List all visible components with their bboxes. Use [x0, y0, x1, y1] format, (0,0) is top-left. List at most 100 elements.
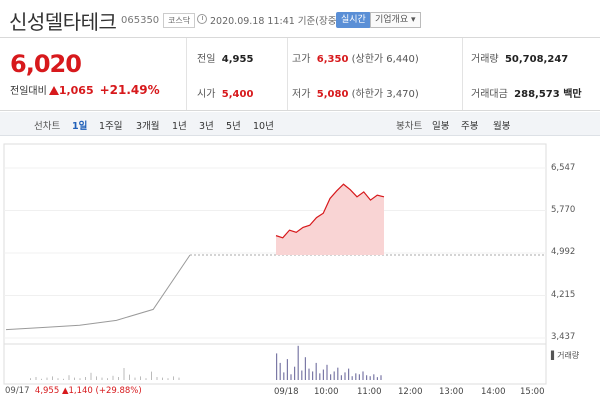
volume-bar [167, 378, 169, 380]
x-tick-label: 13:00 [439, 387, 464, 397]
volume-bar [373, 374, 375, 380]
tab-period-1w[interactable]: 1주일 [99, 121, 123, 132]
volume-bar [376, 377, 378, 380]
turnover-value: 288,573 백만 [514, 89, 582, 100]
volume-bar [319, 373, 321, 380]
company-overview-button[interactable]: 기업개요 ▾ [370, 12, 421, 28]
volume-bar [279, 362, 281, 380]
hover-close: 4,955 [34, 386, 60, 396]
tab-period-1y[interactable]: 1년 [172, 121, 187, 132]
chart-tab-bar: 선차트 1일 1주일 3개월 1년 3년 5년 10년 봉차트 일봉 주봉 월봉 [0, 112, 600, 136]
change-label: 전일대비 [10, 86, 47, 97]
tab-period-10y[interactable]: 10년 [253, 121, 274, 132]
volume-bar [333, 371, 335, 380]
y-tick-label: 6,547 [551, 163, 576, 173]
divider [287, 38, 288, 110]
volume-bar [297, 345, 299, 380]
high-value: 6,350 [316, 54, 349, 65]
timestamp: 2020.09.18 11:41 기준(장중) [210, 16, 341, 27]
volume-bar [330, 374, 332, 380]
volume-bar [129, 374, 130, 380]
volume-bar [276, 353, 278, 380]
tab-period-1d[interactable]: 1일 [72, 121, 88, 132]
volume-bar [348, 368, 350, 380]
volume-bar [96, 376, 97, 380]
tab-candle-monthly[interactable]: 월봉 [493, 121, 511, 132]
realtime-button[interactable]: 실시간 [336, 12, 371, 28]
line-chart-label: 선차트 [34, 121, 61, 132]
high-cell: 고가 6,350 (상한가 6,440) [292, 50, 419, 65]
volume-bar [344, 372, 346, 380]
volume-bar [362, 371, 364, 380]
tab-candle-daily[interactable]: 일봉 [432, 121, 450, 132]
hover-info-row: 09/17 4,955 ▲1,140 (+29.88%) [5, 386, 142, 396]
volume-bar [326, 364, 328, 380]
volume-bar [118, 377, 119, 380]
volume-bar [351, 376, 353, 380]
volume-bar [85, 377, 86, 380]
volume-bar [123, 368, 125, 380]
stock-code: 065350 [121, 15, 160, 26]
x-tick-label: 10:00 [314, 387, 339, 397]
change-row: 전일대비 1,065 +21.49% [10, 82, 160, 97]
volume-bar [301, 370, 303, 380]
volume-bar [68, 375, 70, 380]
prev-close-value: 4,955 [221, 54, 254, 65]
history-line [5, 254, 191, 331]
intraday-line [275, 183, 385, 239]
open-value: 5,400 [221, 89, 254, 100]
tab-period-3y[interactable]: 3년 [199, 121, 214, 132]
volume-cell: 거래량 50,708,247 [471, 50, 568, 65]
x-tick-label: 15:00 [520, 387, 545, 397]
volume-bar [145, 378, 147, 380]
change-value: 1,065 [58, 84, 94, 97]
x-tick-label: 11:00 [357, 387, 382, 397]
open-label: 시가 [197, 89, 216, 100]
volume-bar [63, 378, 64, 380]
volume-bar [315, 362, 317, 380]
tab-candle-weekly[interactable]: 주봉 [461, 121, 479, 132]
x-tick-label: 09/18 [274, 387, 299, 397]
stock-header: 신성델타테크 065350 코스닥 2020.09.18 11:41 기준(장중… [0, 0, 600, 38]
volume-bar [35, 377, 37, 380]
lower-limit: (하한가 3,470) [351, 89, 419, 100]
tab-period-3m[interactable]: 3개월 [136, 121, 160, 132]
y-tick-label: 3,437 [551, 332, 576, 342]
y-tick-label: 4,992 [551, 247, 576, 257]
x-tick-label: 12:00 [398, 387, 423, 397]
market-badge: 코스닥 [163, 13, 196, 28]
volume-bar [134, 377, 136, 380]
divider [186, 38, 187, 110]
chart-frame [3, 143, 547, 385]
x-tick-label: 14:00 [481, 387, 506, 397]
volume-bar [286, 359, 288, 380]
change-percent: +21.49% [99, 83, 160, 97]
prev-close-cell: 전일 4,955 [197, 50, 253, 65]
prev-close-label: 전일 [197, 54, 216, 65]
volume-bar [30, 378, 31, 380]
turnover-label: 거래대금 [471, 89, 508, 100]
hover-change-percent: (+29.88%) [95, 386, 142, 396]
volume-bar [340, 375, 342, 380]
volume-bar [156, 377, 158, 380]
volume-bar [178, 377, 180, 380]
low-label: 저가 [292, 89, 311, 100]
volume-bar [112, 375, 114, 380]
volume-bar [90, 372, 92, 380]
turnover-cell: 거래대금 288,573 백만 [471, 85, 582, 100]
price-chart: 6,547 5,770 4,992 4,215 3,437 ▌거래량 09/18… [0, 136, 600, 403]
volume-bar [312, 371, 314, 380]
volume-bar [308, 368, 310, 380]
y-tick-label: 5,770 [551, 205, 576, 215]
clock-icon [197, 14, 207, 24]
y-tick-label: 4,215 [551, 290, 576, 300]
upper-limit: (상한가 6,440) [351, 54, 419, 65]
stock-name: 신성델타테크 [9, 10, 117, 34]
hover-change: ▲1,140 [61, 386, 93, 396]
tab-period-5y[interactable]: 5년 [226, 121, 241, 132]
volume-bar [355, 373, 357, 380]
candle-chart-label: 봉차트 [396, 121, 423, 132]
volume-bar [290, 374, 292, 380]
quote-panel: 6,020 전일대비 1,065 +21.49% 전일 4,955 고가 6,350… [0, 38, 600, 111]
volume-label: 거래량 [471, 54, 499, 65]
